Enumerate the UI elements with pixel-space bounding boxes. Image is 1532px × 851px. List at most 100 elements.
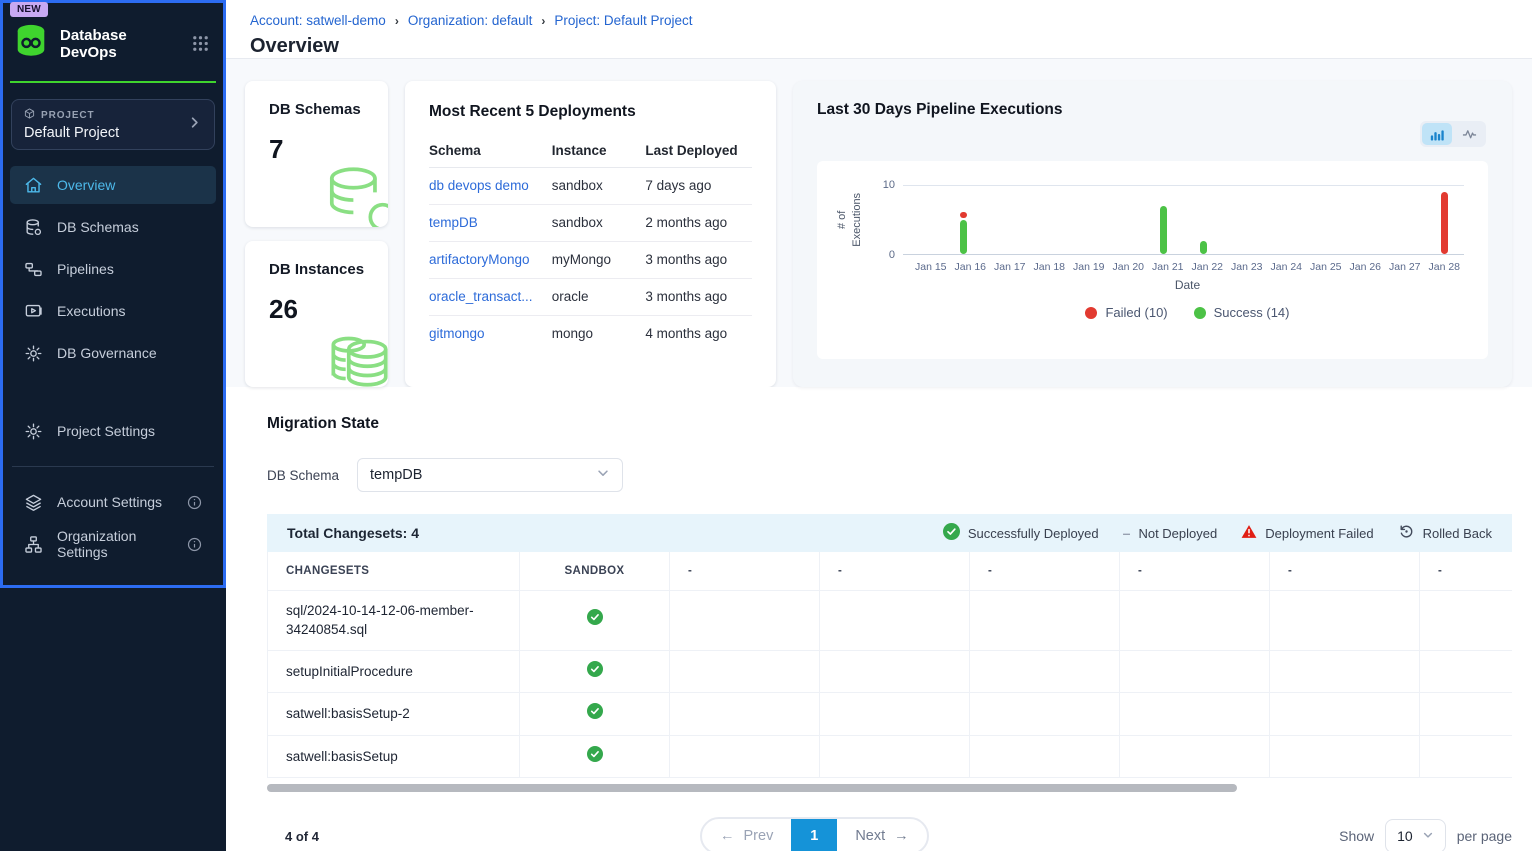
page-number-button[interactable]: 1 (791, 819, 838, 851)
schema-link[interactable]: oracle_transact... (429, 289, 533, 304)
y-axis-ticks: 10 0 (875, 179, 895, 261)
x-axis-title: Date (1174, 278, 1201, 292)
schema-link[interactable]: artifactoryMongo (429, 252, 530, 267)
sidebar-item-executions[interactable]: Executions (10, 292, 216, 330)
empty-cell (969, 649, 1120, 694)
warning-triangle-icon (1241, 524, 1257, 542)
page-size-value: 10 (1397, 828, 1413, 845)
failed-legend-dot (1085, 306, 1098, 319)
project-label: PROJECT (41, 109, 95, 121)
column-header-schema: Schema (429, 135, 552, 168)
app-grid-icon[interactable] (191, 34, 210, 53)
info-icon[interactable] (187, 495, 202, 510)
pipeline-icon (24, 260, 43, 279)
chart-title: Last 30 Days Pipeline Executions (817, 101, 1063, 118)
breadcrumb-account[interactable]: Account: satwell-demo (250, 13, 386, 28)
next-page-button[interactable]: Next → (855, 828, 909, 845)
sandbox-status-cell (519, 649, 670, 694)
last-deployed-cell: 2 months ago (645, 204, 752, 242)
changeset-name: satwell:basisSetup (267, 734, 520, 779)
sidebar-item-label: Project Settings (57, 423, 156, 439)
bar-jan-23 (1224, 186, 1264, 254)
bar-chart-toggle-icon[interactable] (1422, 123, 1452, 145)
breadcrumb-organization[interactable]: Organization: default (407, 13, 533, 28)
db-schema-label: DB Schema (267, 467, 340, 483)
breadcrumb-project[interactable]: Project: Default Project (554, 13, 693, 28)
success-bar-segment (959, 220, 967, 254)
bar-jan-28 (1424, 186, 1464, 254)
show-label: Show (1339, 828, 1375, 845)
sidebar-item-db-governance[interactable]: DB Governance (10, 334, 216, 372)
sidebar-item-label: Executions (57, 303, 126, 319)
sidebar-item-organization-settings[interactable]: Organization Settings (10, 525, 216, 563)
instance-cell: myMongo (551, 241, 646, 279)
sidebar-divider (12, 466, 214, 467)
status-legend: Successfully Deployed – Not Deployed Dep… (942, 523, 1492, 543)
deployment-row: gitmongo mongo 4 months ago (429, 316, 752, 353)
x-tick-label: Jan 21 (1151, 261, 1184, 273)
sandbox-status-cell (519, 734, 670, 779)
sidebar-item-overview[interactable]: Overview (10, 166, 216, 204)
last-deployed-cell: 3 months ago (645, 241, 752, 279)
changeset-name: setupInitialProcedure (267, 649, 520, 694)
sandbox-status-cell (519, 589, 670, 651)
horizontal-scrollbar-thumb[interactable] (267, 784, 1237, 793)
schema-link[interactable]: tempDB (429, 215, 478, 230)
deployment-row: artifactoryMongo myMongo 3 months ago (429, 241, 752, 279)
layers-icon (24, 493, 43, 512)
x-tick-label: Jan 23 (1230, 261, 1263, 273)
db-schema-select[interactable]: tempDB (357, 458, 624, 492)
line-chart-toggle-icon[interactable] (1454, 123, 1484, 145)
sandbox-status-cell (519, 692, 670, 736)
success-bar-segment (1160, 206, 1167, 254)
deployments-title: Most Recent 5 Deployments (429, 103, 636, 120)
stat-card-db-schemas: DB Schemas 7 (245, 81, 388, 227)
empty-cell (1419, 734, 1512, 779)
empty-cell (1269, 649, 1420, 694)
bar-jan-25 (1304, 186, 1344, 254)
database-stack-outline-icon (321, 320, 388, 387)
sidebar-item-db-schemas[interactable]: DB Schemas (10, 208, 216, 246)
schema-link[interactable]: db devops demo (429, 178, 529, 193)
sidebar-item-project-settings[interactable]: Project Settings (10, 412, 216, 450)
column-header-placeholder: - (819, 552, 970, 591)
prev-page-button[interactable]: ← Prev (720, 828, 774, 845)
instance-cell: sandbox (551, 204, 646, 242)
empty-cell (819, 589, 970, 651)
x-tick-label: Jan 25 (1309, 261, 1342, 273)
x-tick-label: Jan 17 (993, 261, 1026, 273)
info-icon[interactable] (187, 537, 202, 552)
sidebar-item-pipelines[interactable]: Pipelines (10, 250, 216, 288)
check-circle-icon (586, 660, 603, 677)
column-header-instance: Instance (551, 135, 646, 168)
sidebar-item-account-settings[interactable]: Account Settings (10, 483, 216, 521)
sidebar: NEW Database DevOps (0, 0, 226, 851)
chart-legend: Failed (10) Success (14) (911, 305, 1464, 320)
dash-icon: – (1122, 525, 1131, 541)
x-tick-label: Jan 18 (1033, 261, 1066, 273)
x-tick-label: Jan 22 (1191, 261, 1224, 273)
schema-link[interactable]: gitmongo (429, 326, 485, 341)
page-size-select[interactable]: 10 (1385, 819, 1446, 851)
column-header-sandbox: SANDBOX (519, 552, 670, 591)
chevron-down-icon (596, 466, 610, 484)
project-selector[interactable]: PROJECT Default Project (11, 99, 215, 150)
x-tick-label: Jan 28 (1428, 261, 1461, 273)
bar-jan-21 (1143, 186, 1183, 254)
bar-jan-18 (1023, 186, 1063, 254)
empty-cell (1119, 649, 1270, 694)
deployment-row: db devops demo sandbox 7 days ago (429, 167, 752, 205)
x-tick-label: Jan 20 (1112, 261, 1145, 273)
sidebar-item-label: Pipelines (57, 261, 114, 277)
empty-cell (669, 649, 820, 694)
last-deployed-cell: 3 months ago (645, 278, 752, 316)
x-tick-label: Jan 24 (1270, 261, 1303, 273)
empty-cell (819, 692, 970, 736)
failed-bar-segment (959, 212, 967, 218)
column-header-placeholder: - (969, 552, 1120, 591)
last-deployed-cell: 7 days ago (645, 167, 752, 205)
stat-label: DB Schemas (269, 101, 361, 118)
success-bar-segment (1200, 241, 1208, 254)
bar-jan-19 (1063, 186, 1103, 254)
new-badge: NEW (10, 2, 48, 17)
